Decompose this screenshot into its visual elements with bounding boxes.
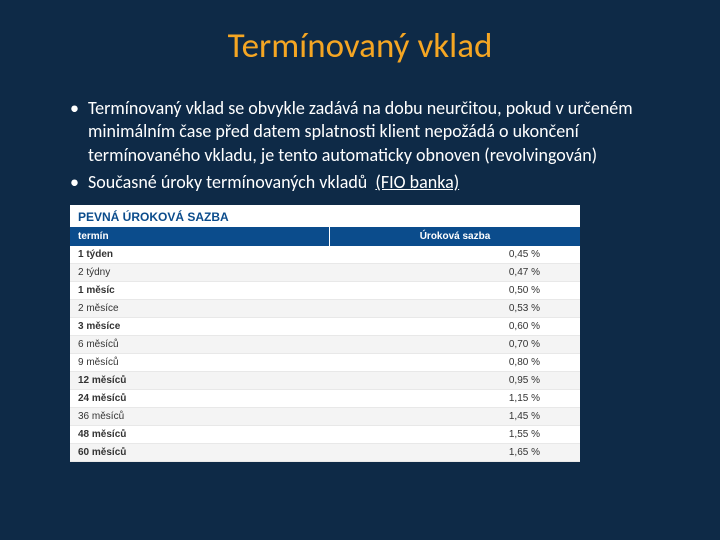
cell-rate: 0,70 % <box>330 336 580 353</box>
table-row: 9 měsíců0,80 % <box>70 354 580 372</box>
bullet-item: Termínovaný vklad se obvykle zadává na d… <box>70 97 670 167</box>
table-title: PEVNÁ ÚROKOVÁ SAZBA <box>70 205 580 227</box>
bullet-text: Současné úroky termínovaných vkladů <box>88 171 367 193</box>
cell-rate: 0,47 % <box>330 264 580 281</box>
table-row: 36 měsíců1,45 % <box>70 408 580 426</box>
table-row: 1 týden0,45 % <box>70 246 580 264</box>
table-row: 2 týdny0,47 % <box>70 264 580 282</box>
cell-term: 1 měsíc <box>70 282 330 299</box>
header-rate: Úroková sazba <box>330 227 580 246</box>
cell-rate: 1,55 % <box>330 426 580 443</box>
cell-rate: 0,45 % <box>330 246 580 263</box>
cell-rate: 0,60 % <box>330 318 580 335</box>
table-row: 6 měsíců0,70 % <box>70 336 580 354</box>
cell-term: 48 měsíců <box>70 426 330 443</box>
cell-term: 2 měsíce <box>70 300 330 317</box>
table-row: 48 měsíců1,55 % <box>70 426 580 444</box>
cell-term: 3 měsíce <box>70 318 330 335</box>
cell-term: 12 měsíců <box>70 372 330 389</box>
table-header: termín Úroková sazba <box>70 227 580 246</box>
cell-rate: 0,95 % <box>330 372 580 389</box>
cell-rate: 0,53 % <box>330 300 580 317</box>
cell-term: 36 měsíců <box>70 408 330 425</box>
rate-table: PEVNÁ ÚROKOVÁ SAZBA termín Úroková sazba… <box>70 205 580 462</box>
cell-rate: 0,80 % <box>330 354 580 371</box>
cell-term: 24 měsíců <box>70 390 330 407</box>
cell-term: 9 měsíců <box>70 354 330 371</box>
bullet-item: Současné úroky termínovaných vkladů (FIO… <box>70 171 670 194</box>
table-row: 1 měsíc0,50 % <box>70 282 580 300</box>
bullet-list: Termínovaný vklad se obvykle zadává na d… <box>0 97 720 195</box>
cell-term: 60 měsíců <box>70 444 330 461</box>
header-term: termín <box>70 227 330 246</box>
table-row: 3 měsíce0,60 % <box>70 318 580 336</box>
cell-term: 6 měsíců <box>70 336 330 353</box>
cell-term: 1 týden <box>70 246 330 263</box>
table-row: 60 měsíců1,65 % <box>70 444 580 462</box>
cell-rate: 1,45 % <box>330 408 580 425</box>
cell-rate: 1,15 % <box>330 390 580 407</box>
table-row: 12 měsíců0,95 % <box>70 372 580 390</box>
table-row: 2 měsíce0,53 % <box>70 300 580 318</box>
table-row: 24 měsíců1,15 % <box>70 390 580 408</box>
cell-rate: 0,50 % <box>330 282 580 299</box>
slide-title: Termínovaný vklad <box>0 0 720 97</box>
fio-link[interactable]: (FIO banka) <box>375 171 459 193</box>
cell-rate: 1,65 % <box>330 444 580 461</box>
cell-term: 2 týdny <box>70 264 330 281</box>
